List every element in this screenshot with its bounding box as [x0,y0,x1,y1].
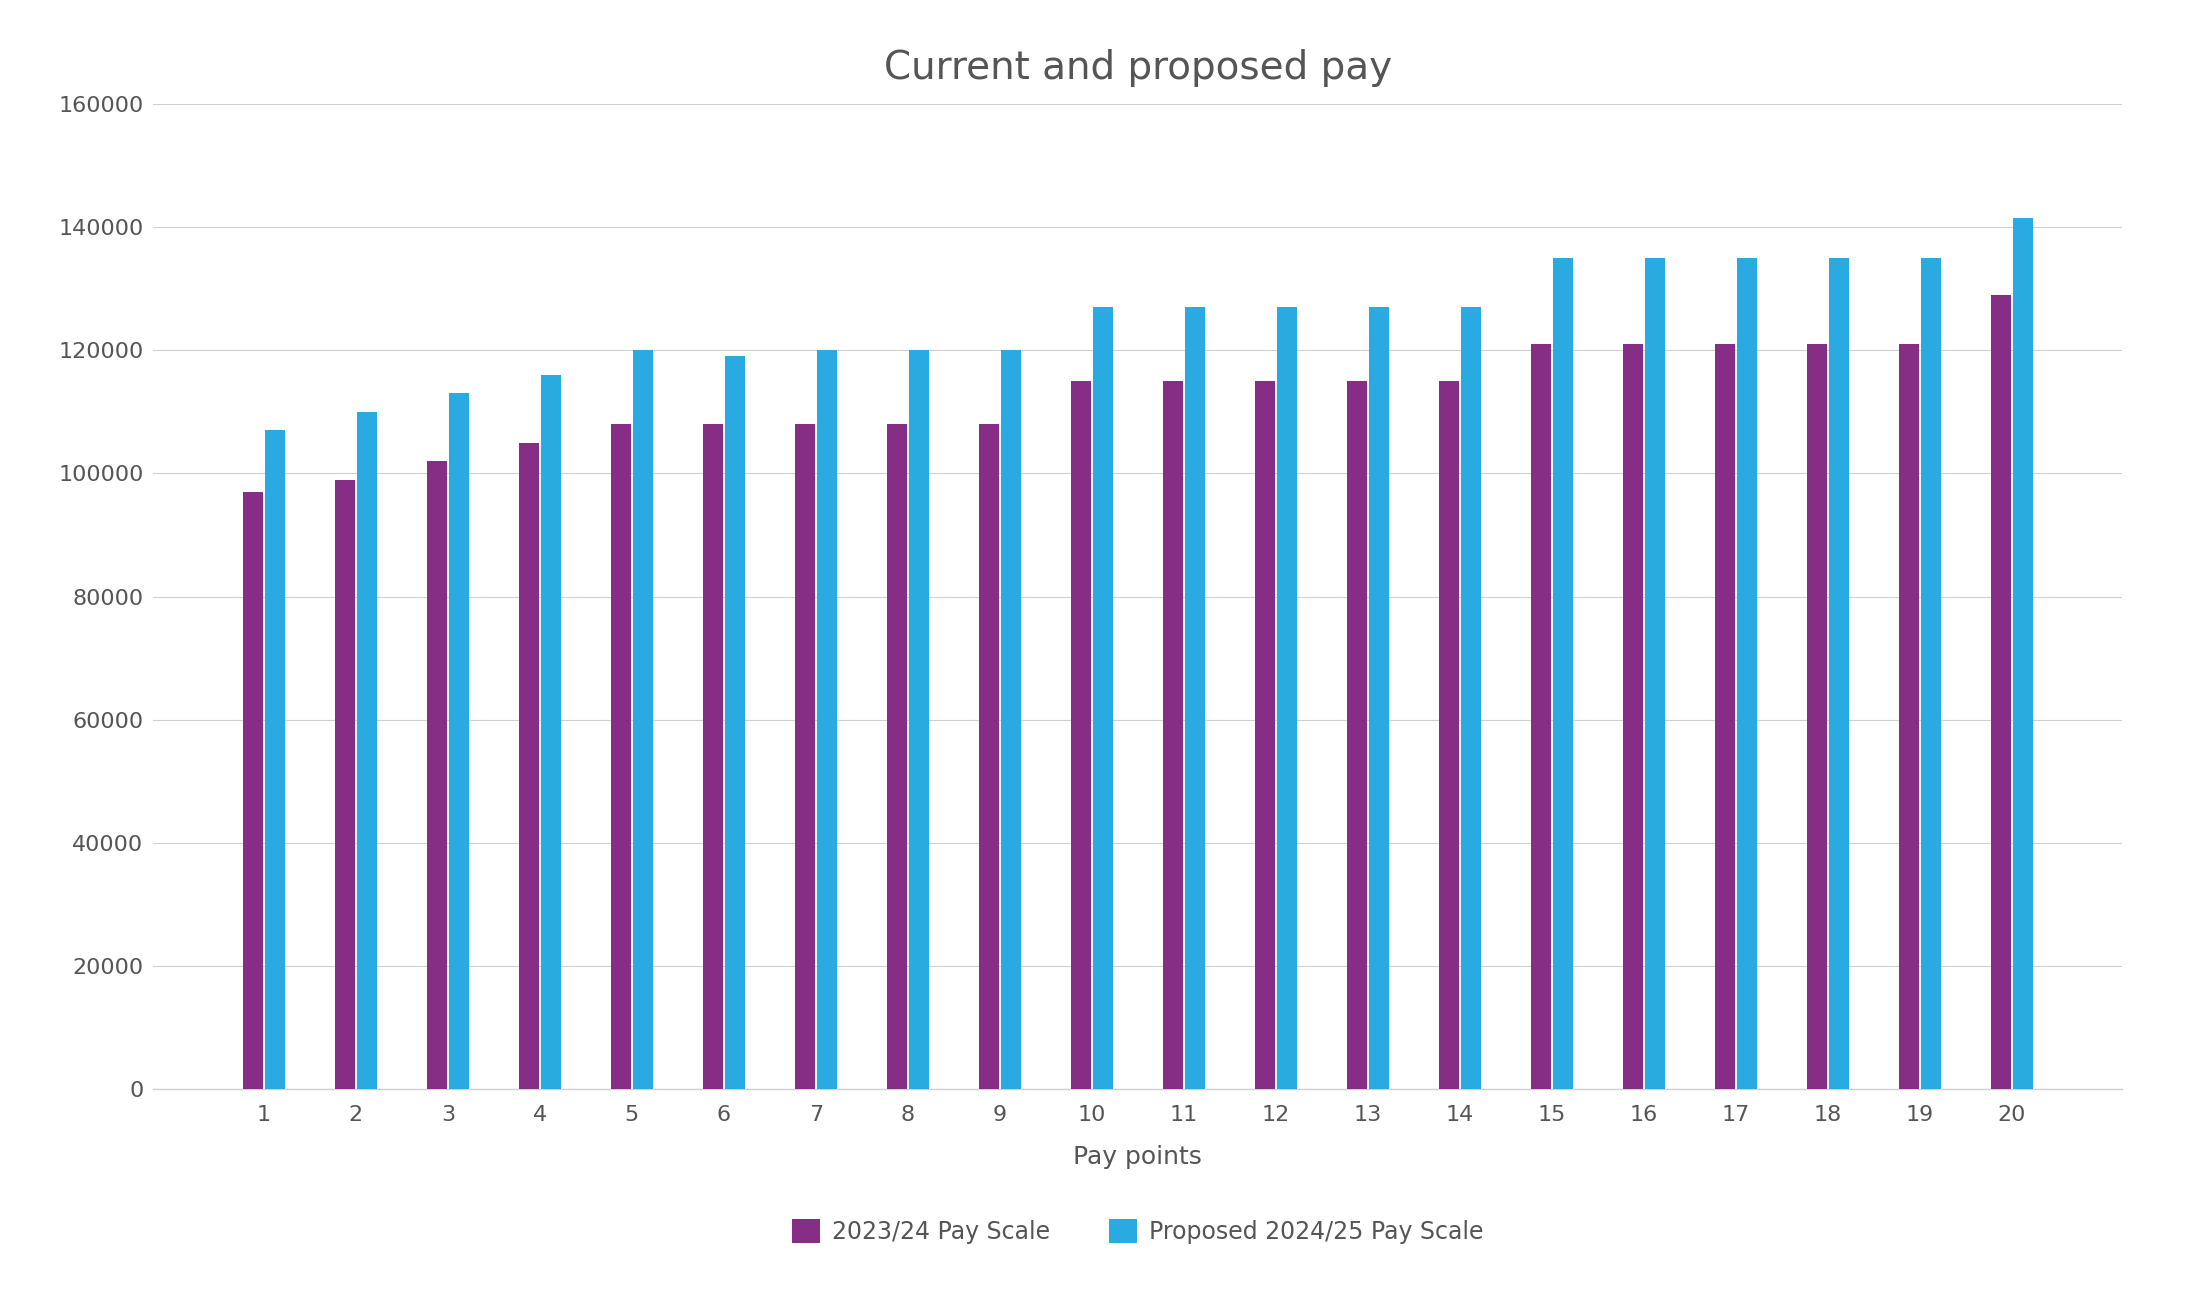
Bar [1807,344,1827,1089]
Bar [1370,307,1389,1089]
Bar [1162,381,1184,1089]
X-axis label: Pay points: Pay points [1074,1145,1201,1169]
Bar [1715,344,1735,1089]
Bar [1645,258,1665,1089]
Bar [1346,381,1368,1089]
Title: Current and proposed pay: Current and proposed pay [884,49,1392,87]
Bar [1070,381,1092,1089]
Bar [335,480,354,1089]
Bar [1921,258,1941,1089]
Bar [1000,350,1022,1089]
Bar [1553,258,1573,1089]
Bar [449,393,468,1089]
Bar [357,412,376,1089]
Bar [1532,344,1551,1089]
Bar [816,350,838,1089]
Bar [908,350,930,1089]
Bar [1991,294,2011,1089]
Bar [427,462,446,1089]
Legend: 2023/24 Pay Scale, Proposed 2024/25 Pay Scale: 2023/24 Pay Scale, Proposed 2024/25 Pay … [783,1210,1492,1254]
Bar [794,424,814,1089]
Bar [1623,344,1643,1089]
Bar [265,431,284,1089]
Bar [2013,218,2033,1089]
Bar [1899,344,1919,1089]
Bar [519,442,538,1089]
Bar [1737,258,1757,1089]
Bar [1184,307,1206,1089]
Bar [243,492,263,1089]
Bar [1254,381,1276,1089]
Bar [886,424,906,1089]
Bar [1092,307,1114,1089]
Bar [540,375,560,1089]
Bar [1276,307,1297,1089]
Bar [702,424,722,1089]
Bar [1462,307,1481,1089]
Bar [610,424,630,1089]
Bar [1829,258,1849,1089]
Bar [724,357,744,1089]
Bar [978,424,1000,1089]
Bar [632,350,652,1089]
Bar [1438,381,1459,1089]
